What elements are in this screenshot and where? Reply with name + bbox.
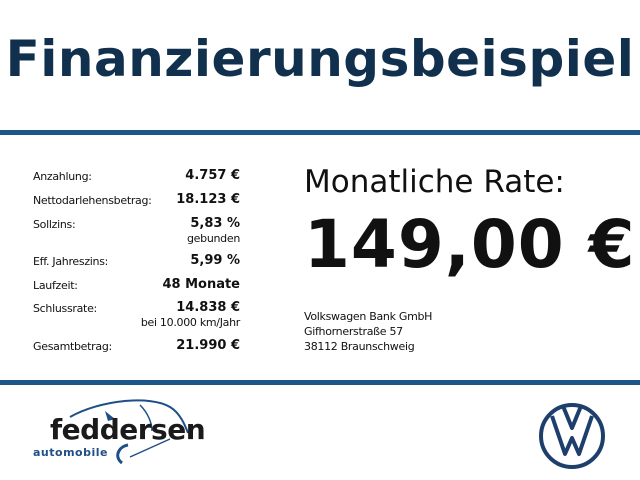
bank-street: Gifhornerstraße 57 — [304, 325, 403, 338]
bottom-divider — [0, 380, 640, 385]
monthly-rate-label: Monatliche Rate: — [304, 164, 565, 200]
detail-label: Anzahlung: — [33, 170, 92, 183]
detail-label: Laufzeit: — [33, 279, 78, 292]
detail-value: 21.990 € — [176, 338, 240, 353]
detail-value: 48 Monate — [162, 277, 240, 292]
bank-name: Volkswagen Bank GmbH — [304, 310, 433, 323]
page-title: Finanzierungsbeispiel — [5, 30, 635, 88]
detail-label: Schlussrate: — [33, 302, 97, 315]
detail-label: Eff. Jahreszins: — [33, 255, 109, 268]
vw-logo-icon — [539, 403, 605, 469]
detail-label: Gesamtbetrag: — [33, 340, 112, 353]
vw-logo — [538, 402, 606, 474]
detail-note: gebunden — [187, 232, 240, 245]
detail-value: 4.757 € — [185, 168, 240, 183]
feddersen-logo: feddersen automobile — [30, 395, 220, 470]
car-swoosh-icon — [69, 399, 189, 465]
detail-value: 5,99 % — [190, 253, 240, 268]
monthly-rate-value: 149,00 € — [304, 206, 636, 283]
top-divider — [0, 130, 640, 135]
detail-label: Sollzins: — [33, 218, 76, 231]
detail-label: Nettodarlehensbetrag: — [33, 194, 152, 207]
dealer-name: feddersen — [50, 413, 206, 446]
bank-address: Volkswagen Bank GmbH Gifhornerstraße 57 … — [304, 309, 432, 354]
dealer-subtitle: automobile — [33, 446, 108, 459]
detail-value: 18.123 € — [176, 192, 240, 207]
bank-city: 38112 Braunschweig — [304, 340, 415, 353]
detail-value: 14.838 € — [176, 300, 240, 315]
detail-value: 5,83 % — [190, 216, 240, 231]
detail-note: bei 10.000 km/Jahr — [140, 316, 240, 329]
